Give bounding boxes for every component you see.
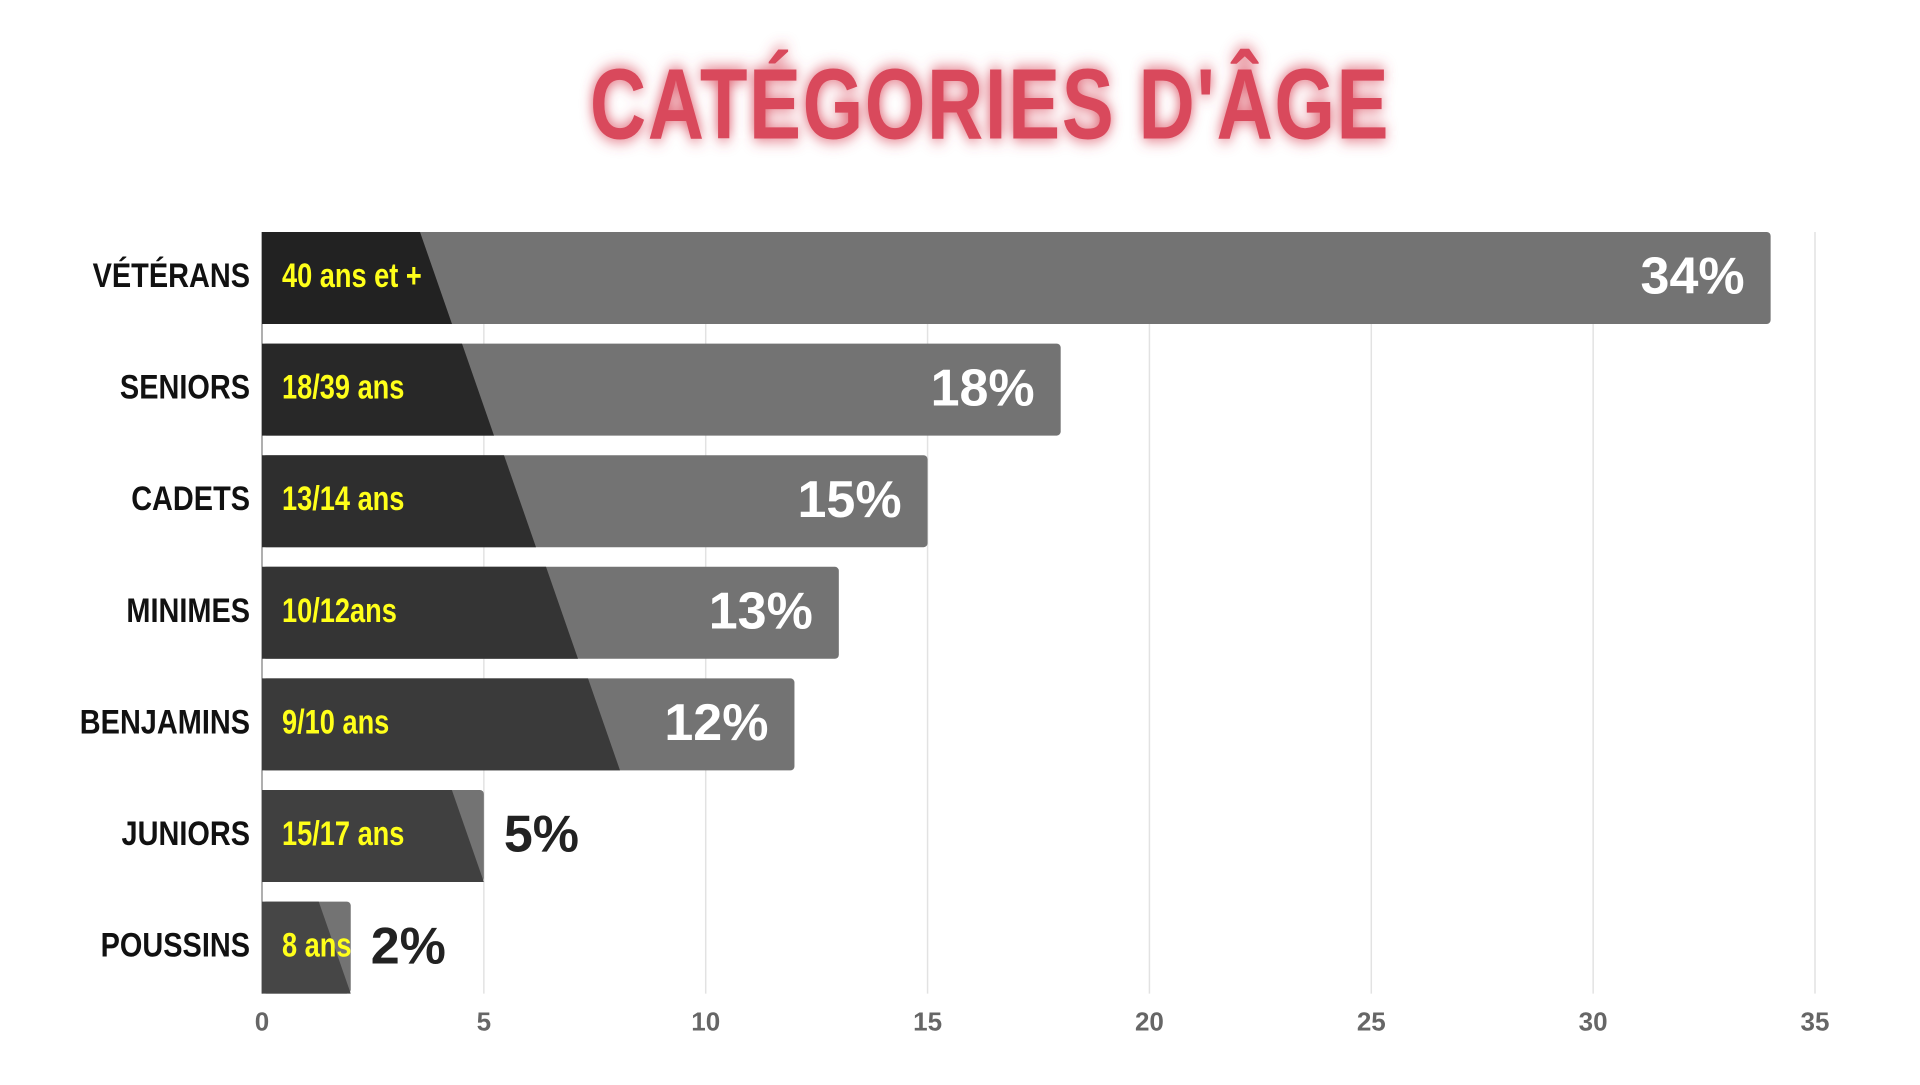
- category-label: BENJAMINS: [80, 702, 250, 741]
- age-range-label: 10/12ans: [282, 591, 397, 630]
- x-tick-label: 15: [913, 1006, 942, 1036]
- bar-accent: [262, 455, 536, 548]
- value-label: 15%: [797, 471, 901, 529]
- bar-accent: [262, 678, 620, 771]
- age-range-label: 8 ans: [282, 926, 352, 965]
- x-tick-label: 25: [1357, 1006, 1386, 1036]
- x-tick-label: 5: [477, 1006, 491, 1036]
- value-label: 13%: [709, 583, 813, 641]
- x-tick-label: 20: [1135, 1006, 1164, 1036]
- value-label: 34%: [1641, 248, 1745, 306]
- value-label: 12%: [664, 694, 768, 752]
- age-range-label: 18/39 ans: [282, 368, 404, 407]
- age-range-label: 9/10 ans: [282, 702, 389, 741]
- category-label: VÉTÉRANS: [93, 256, 250, 295]
- value-label: 18%: [931, 359, 1035, 417]
- age-range-label: 15/17 ans: [282, 814, 404, 853]
- x-tick-label: 35: [1801, 1006, 1830, 1036]
- category-label: SENIORS: [120, 367, 250, 406]
- bar-accent: [262, 566, 578, 659]
- category-label: POUSSINS: [101, 925, 250, 964]
- x-tick-label: 30: [1579, 1006, 1608, 1036]
- value-label: 2%: [371, 917, 446, 975]
- bar-accent: [262, 790, 484, 882]
- bar: [262, 232, 1771, 324]
- category-label: JUNIORS: [122, 814, 250, 853]
- x-tick-label: 0: [255, 1006, 269, 1036]
- bar-accent: [262, 343, 494, 436]
- value-label: 5%: [504, 806, 579, 864]
- bar-accent: [262, 901, 351, 994]
- category-label: MINIMES: [126, 591, 250, 630]
- bar-accent: [262, 232, 452, 324]
- chart-title: CATÉGORIES D'ÂGE: [590, 48, 1390, 161]
- category-label: CADETS: [131, 479, 250, 518]
- x-tick-label: 10: [691, 1006, 720, 1036]
- age-range-label: 13/14 ans: [282, 479, 404, 518]
- age-range-label: 40 ans et +: [282, 256, 422, 295]
